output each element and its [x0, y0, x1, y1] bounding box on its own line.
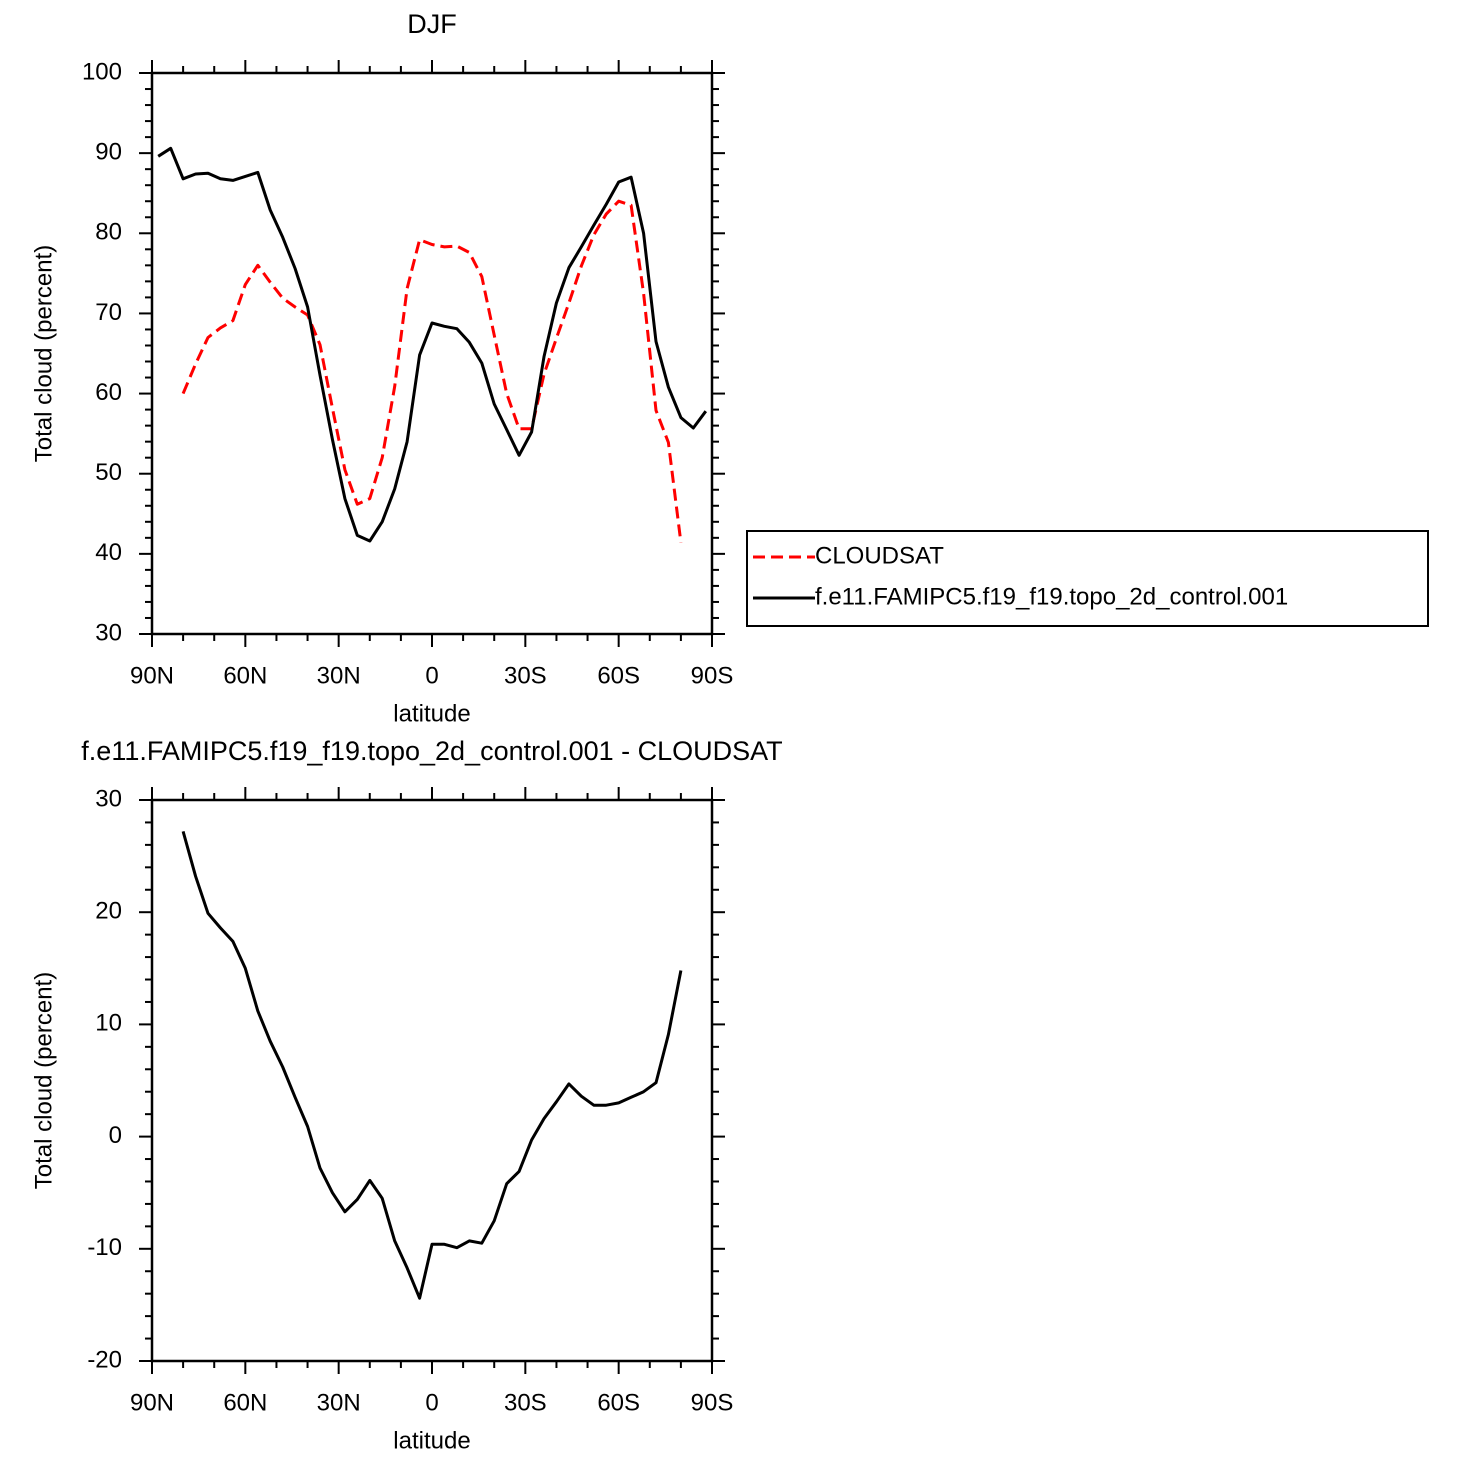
y-tick-label: 60 — [95, 379, 122, 406]
y-tick-label: 0 — [109, 1122, 122, 1149]
legend-box — [746, 530, 1429, 627]
chart-title: f.e11.FAMIPC5.f19_f19.topo_2d_control.00… — [81, 736, 782, 766]
x-tick-label: 30S — [504, 1389, 547, 1416]
y-tick-label: 50 — [95, 459, 122, 486]
x-tick-label: 60N — [223, 1389, 267, 1416]
y-tick-label: 30 — [95, 619, 122, 646]
x-tick-label: 60S — [597, 1389, 640, 1416]
x-tick-label: 30N — [317, 1389, 361, 1416]
y-tick-label: 40 — [95, 539, 122, 566]
x-axis-label: latitude — [393, 700, 470, 727]
y-tick-label: 20 — [95, 898, 122, 925]
x-tick-label: 60N — [223, 662, 267, 689]
data-line — [157, 146, 708, 543]
legend-label: CLOUDSAT — [815, 542, 944, 569]
x-tick-label: 60S — [597, 662, 640, 689]
y-tick-label: 70 — [95, 299, 122, 326]
x-tick-label: 30N — [317, 662, 361, 689]
y-tick-label: 80 — [95, 219, 122, 246]
x-tick-label: 30S — [504, 662, 547, 689]
legend-label: f.e11.FAMIPC5.f19_f19.topo_2d_control.00… — [815, 583, 1288, 610]
x-tick-label: 90S — [691, 1389, 734, 1416]
y-tick-label: 90 — [95, 138, 122, 165]
y-tick-label: 30 — [95, 785, 122, 812]
data-line — [181, 830, 683, 1300]
x-tick-label: 90N — [130, 662, 174, 689]
x-tick-label: 0 — [425, 1389, 438, 1416]
y-tick-label: -10 — [87, 1234, 122, 1261]
chart-title: DJF — [407, 9, 457, 39]
x-axis-label: latitude — [393, 1427, 470, 1454]
y-tick-label: 10 — [95, 1010, 122, 1037]
plot-frame — [150, 798, 714, 1363]
x-tick-label: 0 — [425, 662, 438, 689]
plot-frame — [150, 71, 714, 636]
x-tick-label: 90N — [130, 1389, 174, 1416]
data-line — [181, 199, 683, 543]
y-tick-label: -20 — [87, 1346, 122, 1373]
x-tick-label: 90S — [691, 662, 734, 689]
y-axis-label: Total cloud (percent) — [30, 972, 57, 1189]
y-axis-label: Total cloud (percent) — [30, 245, 57, 462]
y-tick-label: 100 — [82, 58, 122, 85]
